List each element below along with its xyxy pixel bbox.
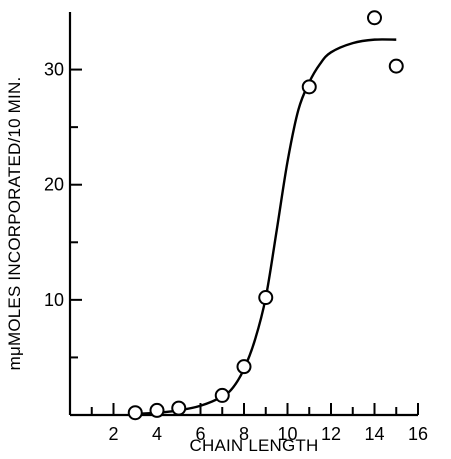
y-tick-label: 30: [44, 60, 64, 80]
axes: [68, 12, 418, 417]
data-point: [367, 10, 382, 26]
fit-curve: [135, 38, 397, 416]
x-tick-label: 2: [108, 424, 118, 444]
x-tick-label: 10: [277, 424, 297, 444]
data-point: [258, 290, 274, 306]
data-point: [214, 387, 230, 403]
x-tick-label: 4: [152, 424, 162, 444]
x-tick-label: 14: [364, 424, 384, 444]
x-tick-label: 6: [195, 424, 205, 444]
data-point: [301, 79, 317, 95]
y-tick-label: 20: [44, 175, 64, 195]
data-point: [171, 400, 187, 416]
x-tick-label: 16: [408, 424, 428, 444]
y-tick-label: 10: [44, 290, 64, 310]
tick-labels: 2 4 6 8 10 12 14 16 10 20 30: [44, 60, 428, 444]
x-axis-label: CHAIN LENGTH: [190, 436, 319, 455]
data-point: [127, 405, 143, 421]
x-tick-label: 8: [239, 424, 249, 444]
y-axis-label: mμMOLES INCORPORATED/10 MIN.: [5, 77, 24, 371]
data-points: [127, 10, 404, 421]
data-point: [149, 402, 165, 418]
data-point: [236, 359, 252, 375]
x-tick-label: 12: [321, 424, 341, 444]
data-point: [388, 58, 404, 74]
